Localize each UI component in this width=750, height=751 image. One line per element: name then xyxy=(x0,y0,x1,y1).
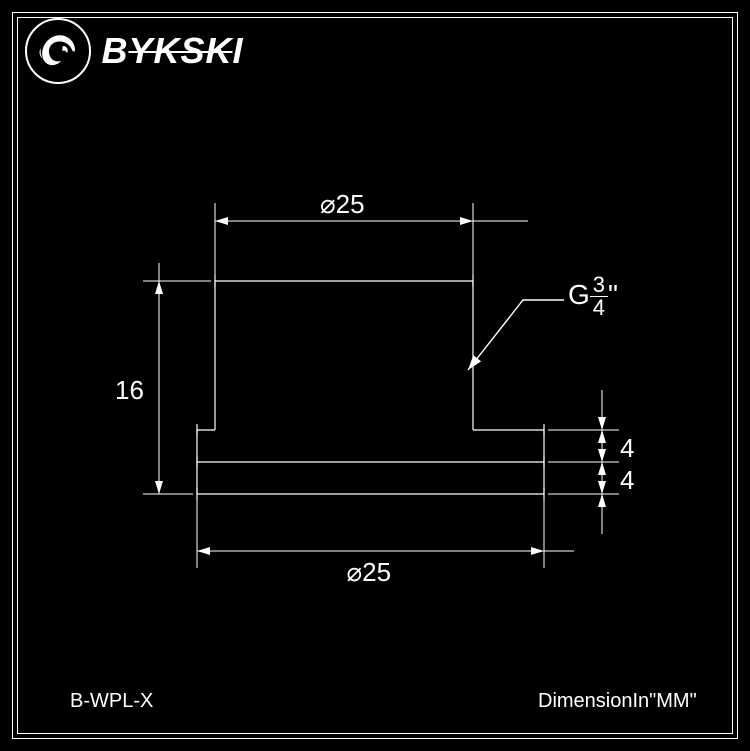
thread-prefix: G xyxy=(568,279,590,310)
units-label: DimensionIn"MM" xyxy=(538,690,697,713)
technical-drawing xyxy=(0,0,750,751)
dim-bottom-diameter: ⌀25 xyxy=(347,557,392,588)
dim-top-diameter: ⌀25 xyxy=(320,189,365,220)
dim-left-height: 16 xyxy=(115,375,144,406)
thread-fraction: 34 xyxy=(590,274,608,319)
part-number-label: B-WPL-X xyxy=(70,690,153,713)
dim-right-4-lower: 4 xyxy=(620,465,634,496)
dim-right-4-upper: 4 xyxy=(620,433,634,464)
thread-suffix: " xyxy=(608,279,618,310)
drawing-canvas: BYKSKI ⌀25 ⌀25 16 4 4 G34" B-WPL-X Dimen… xyxy=(0,0,750,751)
thread-callout: G34" xyxy=(568,274,618,319)
